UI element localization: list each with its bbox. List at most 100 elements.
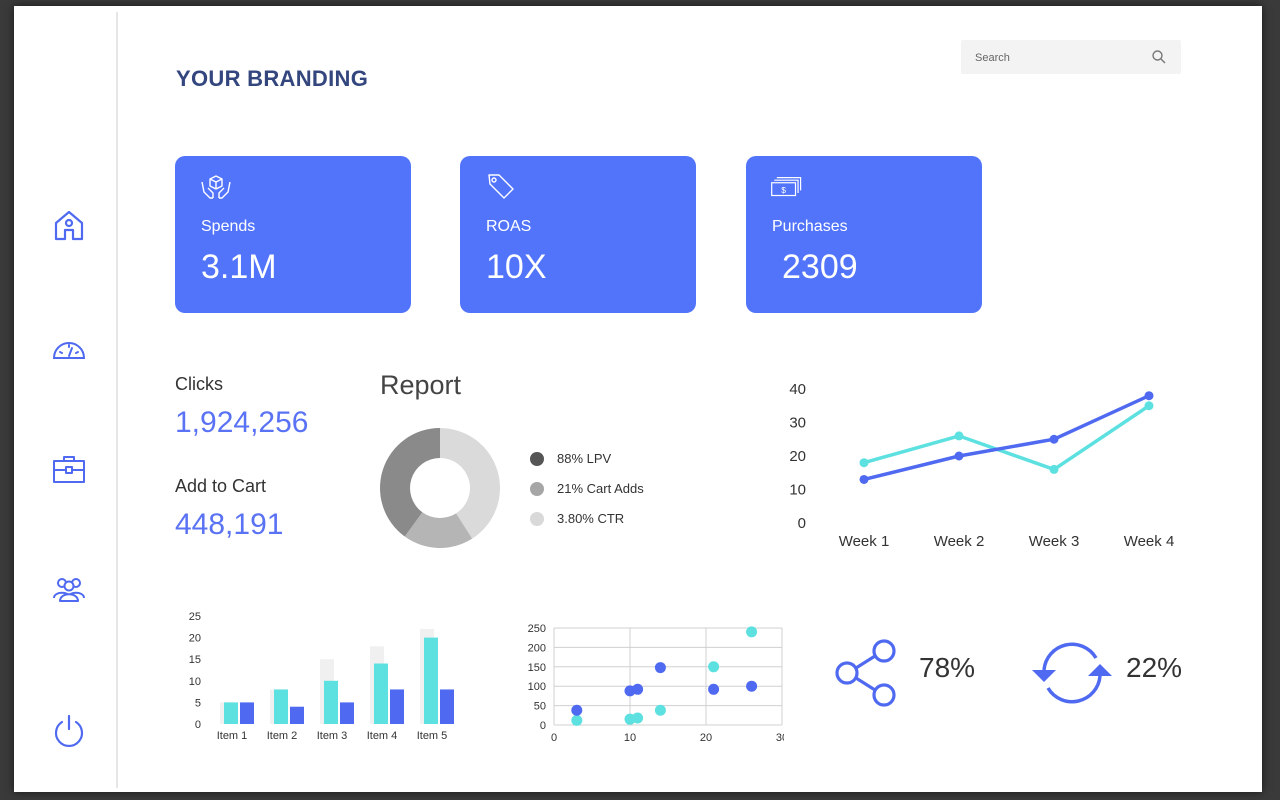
y-tick-label: 40: [789, 381, 806, 398]
y-tick-label: 250: [528, 623, 546, 635]
bar: [290, 706, 304, 724]
bar: [424, 637, 438, 724]
y-tick-label: 10: [189, 676, 201, 688]
data-point: [859, 458, 869, 468]
bar: [440, 689, 454, 724]
search-box[interactable]: [961, 40, 1181, 74]
x-tick-label: Week 2: [934, 533, 985, 550]
y-tick-label: 0: [540, 720, 546, 732]
purchases-card[interactable]: $ Purchases 2309: [746, 156, 982, 313]
search-input[interactable]: [973, 48, 1147, 68]
share-icon: [835, 639, 896, 707]
x-tick-label: 20: [700, 732, 712, 742]
x-tick-label: 0: [551, 732, 557, 742]
scatter-point: [746, 626, 758, 638]
scatter-point: [632, 712, 644, 724]
sync-percentage: 22%: [1126, 652, 1183, 683]
x-tick-label: Item 1: [217, 730, 248, 742]
dashboard-window: YOUR BRANDING Spends 3.1M ROAS 10X $ Pur…: [14, 6, 1262, 792]
bar: [340, 702, 354, 724]
clicks-value: 1,924,256: [175, 406, 309, 439]
data-point: [954, 431, 964, 441]
y-tick-label: 0: [195, 719, 201, 731]
legend-label: 88% LPV: [557, 451, 612, 466]
card-value: 3.1M: [201, 248, 277, 286]
spends-card[interactable]: Spends 3.1M: [175, 156, 411, 313]
legend-dot: [530, 452, 544, 466]
brand-title: YOUR BRANDING: [176, 66, 369, 91]
donut-slice: [440, 428, 501, 539]
card-label: Spends: [201, 218, 256, 235]
power-icon[interactable]: [52, 714, 86, 748]
card-label: ROAS: [486, 218, 532, 235]
donut-slice: [404, 512, 473, 548]
card-label: Purchases: [772, 218, 848, 235]
bar: [324, 680, 338, 724]
tag-icon: [488, 174, 514, 199]
legend-dot: [530, 482, 544, 496]
data-point: [1049, 464, 1059, 474]
data-point: [954, 451, 964, 461]
items-bar-chart: 0 5 10 15 20 25 Item 1 Item 2 Item 3 Item 4 Item 5: [189, 611, 454, 742]
y-tick-label: 0: [798, 515, 806, 532]
x-tick-label: Week 3: [1029, 533, 1080, 550]
legend-dot: [530, 512, 544, 526]
share-percentage: 78%: [919, 652, 976, 683]
bar: [274, 689, 288, 724]
report-donut-chart: [380, 428, 501, 548]
y-tick-label: 10: [789, 482, 806, 499]
svg-text:$: $: [781, 185, 786, 195]
x-tick-label: Item 5: [417, 730, 448, 742]
scatter-point: [571, 714, 583, 726]
search-icon[interactable]: [1151, 49, 1167, 65]
scatter-chart: 0 50 100 150 200 250 0 10 20 30: [528, 623, 784, 742]
data-point: [1049, 434, 1059, 444]
y-tick-label: 150: [528, 662, 546, 674]
add-to-cart-label: Add to Cart: [175, 476, 267, 496]
x-tick-label: Item 2: [267, 730, 298, 742]
y-tick-label: 15: [189, 654, 201, 666]
legend-label: 3.80% CTR: [557, 511, 625, 526]
bar: [224, 702, 238, 724]
card-value: 2309: [782, 248, 858, 286]
y-tick-label: 20: [189, 633, 201, 645]
bar: [240, 702, 254, 724]
x-tick-label: Item 3: [317, 730, 348, 742]
y-tick-label: 30: [789, 415, 806, 432]
y-tick-label: 50: [534, 701, 546, 713]
scatter-point: [654, 662, 666, 674]
clicks-label: Clicks: [175, 374, 223, 394]
money-icon: $: [771, 177, 802, 197]
roas-card[interactable]: ROAS 10X: [460, 156, 696, 313]
bar: [374, 663, 388, 724]
series-line: [863, 394, 1150, 482]
sidebar: [20, 12, 118, 788]
briefcase-icon[interactable]: [52, 452, 86, 486]
data-point: [1144, 401, 1154, 411]
x-tick-label: 30: [776, 732, 784, 742]
home-icon[interactable]: [52, 208, 86, 242]
x-tick-label: Week 4: [1124, 533, 1175, 550]
add-to-cart-value: 448,191: [175, 508, 284, 541]
x-tick-label: Item 4: [367, 730, 398, 742]
donut-slice: [380, 428, 440, 537]
scatter-point: [632, 683, 644, 695]
y-tick-label: 200: [528, 642, 546, 654]
y-tick-label: 5: [195, 697, 201, 709]
users-icon[interactable]: [52, 572, 86, 606]
y-tick-label: 25: [189, 611, 201, 623]
y-tick-label: 20: [789, 448, 806, 465]
x-tick-label: Week 1: [839, 533, 890, 550]
weekly-line-chart: 0 10 20 30 40 Week 1 Week 2 Week 3 Week 4: [789, 381, 1175, 550]
bar: [390, 689, 404, 724]
data-point: [1144, 391, 1154, 401]
y-tick-label: 100: [528, 681, 546, 693]
scatter-point: [746, 680, 758, 692]
x-tick-label: 10: [624, 732, 636, 742]
series-line: [863, 404, 1150, 472]
card-value: 10X: [486, 248, 547, 286]
legend-label: 21% Cart Adds: [557, 481, 644, 496]
gauge-icon[interactable]: [52, 330, 86, 364]
sync-icon: [1032, 642, 1112, 704]
box-in-hands-icon: [201, 175, 231, 199]
